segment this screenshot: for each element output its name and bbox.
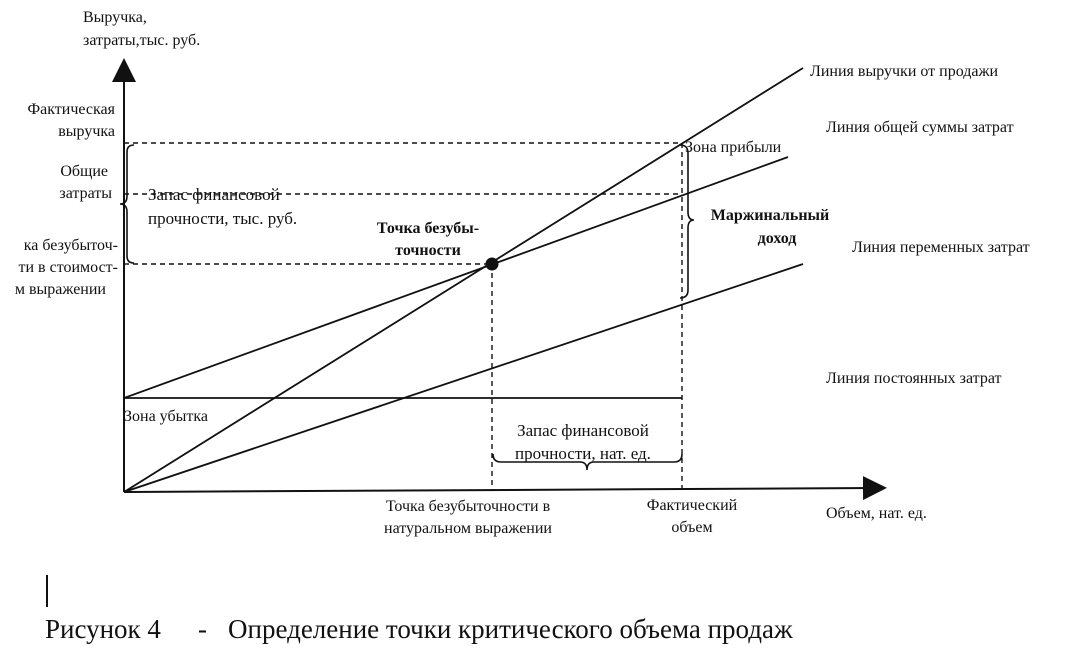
safety-margin-units-label-line1: Запас финансовой: [517, 421, 649, 440]
variable-costs-line-label: Линия переменных затрат: [852, 239, 1030, 256]
y-tick-actual-revenue-line2: выручка: [58, 123, 115, 140]
x-tick-actual-volume-line2: объем: [671, 519, 712, 536]
figure-caption-dash: -: [198, 614, 207, 644]
fixed-costs-line-label: Линия постоянных затрат: [826, 370, 1002, 387]
total-costs-line-label: Линия общей суммы затрат: [826, 119, 1014, 136]
y-tick-actual-revenue-line1: Фактическая: [28, 101, 116, 118]
figure-caption-text: Определение точки критического объема пр…: [228, 614, 793, 644]
marginal-income-brace: [679, 144, 695, 299]
total-costs-line: [123, 156, 789, 399]
safety-margin-units-label-line2: прочности, нат. ед.: [515, 444, 651, 463]
y-axis-label-line2: затраты,тыс. руб.: [83, 32, 200, 49]
variable-costs-line: [123, 263, 804, 493]
safety-margin-units-brace: [492, 453, 683, 471]
breakeven-point-label-line1: Точка безубы-: [377, 220, 479, 237]
marginal-income-label-line1: Маржинальный: [711, 207, 830, 224]
safety-margin-value-brace: [119, 144, 135, 264]
loss-zone-label: Зона убытка: [124, 408, 208, 425]
x-axis: [123, 476, 887, 501]
breakeven-point: [485, 257, 499, 271]
figure-caption-number: Рисунок 4: [45, 614, 161, 644]
safety-margin-value-label-line2: прочности, тыс. руб.: [148, 209, 297, 228]
profit-zone-label: Зона прибыли: [685, 139, 782, 156]
y-tick-total-costs-line1: Общие: [60, 163, 108, 180]
x-axis-label: Объем, нат. ед.: [826, 505, 927, 522]
y-tick-breakeven-line3: м выражении: [15, 281, 107, 298]
y-tick-breakeven-line1: ка безубыточ-: [24, 237, 118, 254]
y-tick-breakeven-line2: ти в стоимост-: [19, 259, 119, 276]
x-tick-breakeven-line2: натуральном выражении: [384, 520, 552, 537]
x-tick-actual-volume-line1: Фактический: [647, 497, 738, 514]
breakeven-point-label-line2: точности: [395, 242, 461, 259]
marginal-income-label-line2: доход: [758, 230, 797, 247]
safety-margin-value-label-line1: Запас финансовой: [148, 185, 280, 204]
y-axis-label-line1: Выручка,: [83, 9, 147, 26]
y-tick-total-costs-line2: затраты: [59, 185, 112, 202]
x-tick-breakeven-line1: Точка безубыточности в: [386, 498, 551, 515]
revenue-line-label: Линия выручки от продажи: [810, 63, 999, 80]
revenue-line: [123, 67, 804, 493]
